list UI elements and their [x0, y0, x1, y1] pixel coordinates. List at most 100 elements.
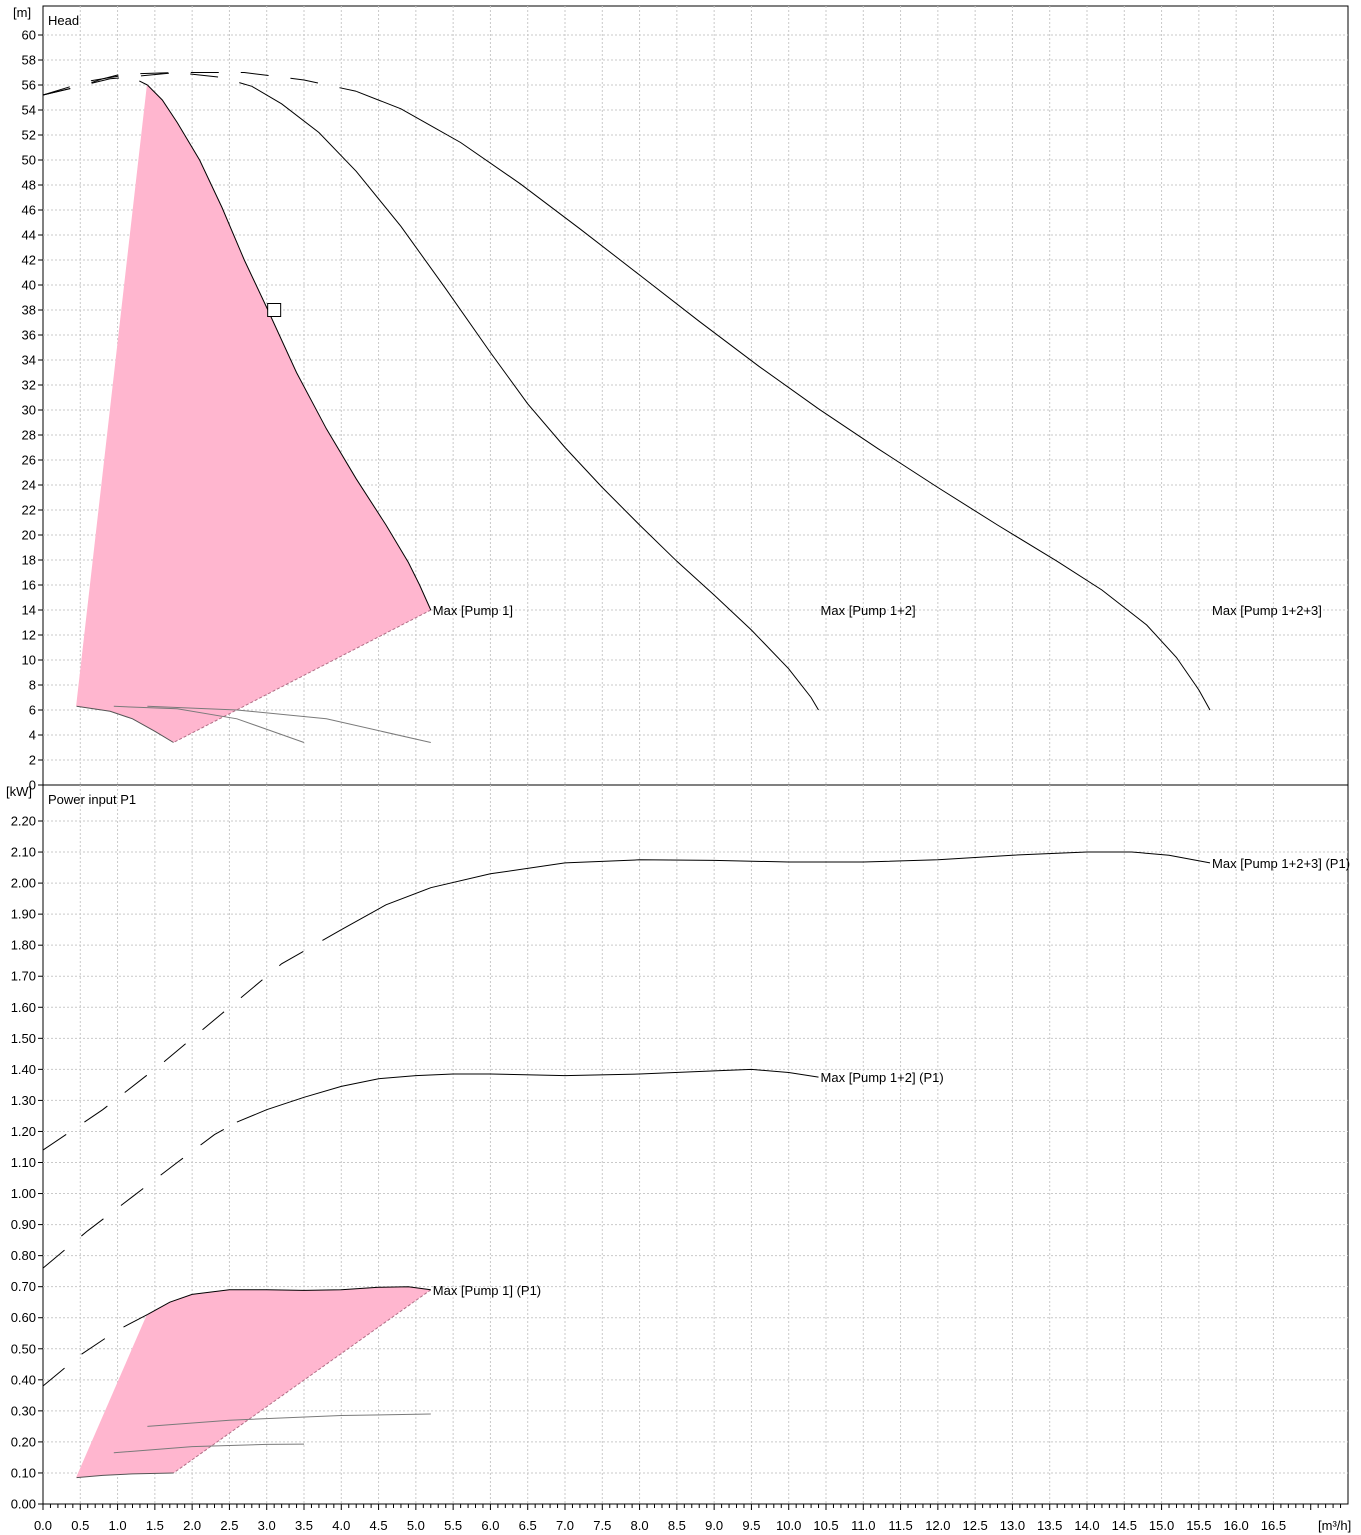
y-tick-label: 24: [22, 478, 36, 493]
y-tick-label: 12: [22, 628, 36, 643]
x-tick-label: 4.5: [370, 1518, 388, 1533]
x-tick-label: 11.5: [888, 1518, 912, 1533]
y-tick-label: 56: [22, 78, 36, 93]
y-tick-label: 60: [22, 28, 36, 43]
x-tick-label: 1.5: [146, 1518, 164, 1533]
x-tick-label: 6.5: [519, 1518, 537, 1533]
y-tick-label: 28: [22, 428, 36, 443]
y-tick-label: 0.80: [11, 1248, 36, 1263]
y-tick-label: 2.20: [11, 814, 36, 829]
y-tick-label: 1.20: [11, 1124, 36, 1139]
x-tick-label: 1.0: [109, 1518, 127, 1533]
min-speed-curve: [76, 1472, 174, 1479]
y-tick-label: 16: [22, 578, 36, 593]
power-y-axis: 0.00 0.10 0.20 0.30 0.40 0.50 0.60 0.70 0.80 0.90…: [11, 814, 43, 1512]
y-tick-label: 1.00: [11, 1186, 36, 1201]
y-tick-label: 0: [29, 778, 36, 793]
x-tick-label: 2.0: [183, 1518, 201, 1533]
y-tick-label: 36: [22, 328, 36, 343]
series-line: [236, 1068, 819, 1123]
y-tick-label: 0.60: [11, 1310, 36, 1325]
x-tick-label: 8.0: [631, 1518, 649, 1533]
y-tick-label: 4: [29, 728, 36, 743]
power-minimum-curves: [76, 1413, 431, 1479]
series-line: [147, 1286, 431, 1316]
series-dashed-segment: [42, 1121, 238, 1269]
power-y-unit: [kW]: [6, 784, 32, 799]
series-label: Max [Pump 1] (P1): [433, 1283, 541, 1298]
y-tick-label: 1.80: [11, 938, 36, 953]
reduced-speed-curve: [147, 705, 431, 743]
x-tick-label: 14.5: [1112, 1518, 1137, 1533]
head-y-unit: [m]: [13, 5, 31, 20]
x-tick-label: 13.0: [1000, 1518, 1025, 1533]
head-operating-range: [76, 84, 432, 743]
x-tick-label: 5.5: [444, 1518, 462, 1533]
min-speed-curve: [76, 705, 174, 743]
y-tick-label: 38: [22, 303, 36, 318]
y-tick-label: 1.30: [11, 1093, 36, 1108]
operating-range-area: [76, 1286, 431, 1478]
x-tick-label: 6.0: [481, 1518, 499, 1533]
x-tick-label: 3.0: [258, 1518, 276, 1533]
head-curves: Max [Pump 1] Max [Pump 1+2] Max [Pump 1+2+…: [42, 71, 1322, 711]
x-tick-label: 5.0: [407, 1518, 425, 1533]
y-tick-label: 26: [22, 453, 36, 468]
x-tick-label: 0.0: [34, 1518, 52, 1533]
series-label: Max [Pump 1+2+3] (P1): [1212, 856, 1350, 871]
power-panel: Max [Pump 1] (P1) Max [Pump 1+2] (P1) Max …: [6, 784, 1350, 1512]
operating-range-edge: [173, 609, 432, 743]
series-label: Max [Pump 1+2+3]: [1212, 603, 1322, 618]
y-tick-label: 0.10: [11, 1465, 36, 1480]
x-tick-label: 15.0: [1149, 1518, 1174, 1533]
y-tick-label: 0.50: [11, 1341, 36, 1356]
x-tick-label: 3.5: [295, 1518, 313, 1533]
power-panel-title: Power input P1: [48, 792, 136, 807]
series-dashed-segment: [42, 929, 342, 1151]
x-tick-label: 9.5: [742, 1518, 760, 1533]
x-tick-label: 7.5: [593, 1518, 611, 1533]
x-axis: 0.0 0.5 1.0 1.5 2.0 2.5 3.0 3.5 4.0 4.5 5.0 5.5 6.0 6…: [34, 1504, 1342, 1533]
y-tick-label: 2.10: [11, 845, 36, 860]
x-tick-label: 12.5: [962, 1518, 987, 1533]
y-tick-label: 1.10: [11, 1155, 36, 1170]
y-tick-label: 1.50: [11, 1031, 36, 1046]
head-panel: Max [Pump 1] Max [Pump 1+2] Max [Pump 1+2+…: [13, 5, 1349, 793]
y-tick-label: 20: [22, 528, 36, 543]
x-tick-label: 16.5: [1261, 1518, 1286, 1533]
x-tick-label: 15.5: [1186, 1518, 1211, 1533]
y-tick-label: 40: [22, 278, 36, 293]
series-dashed-segment: [42, 1314, 148, 1387]
reduced-speed-curve: [113, 1443, 305, 1454]
y-tick-label: 46: [22, 203, 36, 218]
x-tick-label: 10.5: [813, 1518, 838, 1533]
y-tick-label: 58: [22, 53, 36, 68]
y-tick-label: 0.20: [11, 1434, 36, 1449]
y-tick-label: 48: [22, 178, 36, 193]
y-tick-label: 42: [22, 253, 36, 268]
y-tick-label: 0.40: [11, 1372, 36, 1387]
x-axis-unit: [m³/h]: [1318, 1518, 1351, 1533]
y-tick-label: 32: [22, 378, 36, 393]
x-tick-label: 16.0: [1223, 1518, 1248, 1533]
x-tick-label: 2.5: [220, 1518, 238, 1533]
y-tick-label: 2: [29, 753, 36, 768]
operating-range-area: [76, 85, 431, 743]
x-tick-label: 9.0: [705, 1518, 723, 1533]
series-line: [147, 84, 432, 611]
series-label: Max [Pump 1]: [433, 603, 513, 618]
x-tick-label: 4.0: [332, 1518, 350, 1533]
y-tick-label: 1.70: [11, 969, 36, 984]
y-tick-label: 52: [22, 128, 36, 143]
y-tick-label: 54: [22, 103, 36, 118]
series-label: Max [Pump 1+2] (P1): [821, 1070, 944, 1085]
head-panel-title: Head: [48, 13, 79, 28]
y-tick-label: 10: [22, 653, 36, 668]
x-tick-label: 0.5: [71, 1518, 89, 1533]
x-tick-label: 8.5: [668, 1518, 686, 1533]
series-line: [356, 90, 1211, 711]
y-tick-label: 18: [22, 553, 36, 568]
y-tick-label: 0.90: [11, 1217, 36, 1232]
y-tick-label: 1.40: [11, 1062, 36, 1077]
operating-range-edge: [173, 1289, 432, 1474]
